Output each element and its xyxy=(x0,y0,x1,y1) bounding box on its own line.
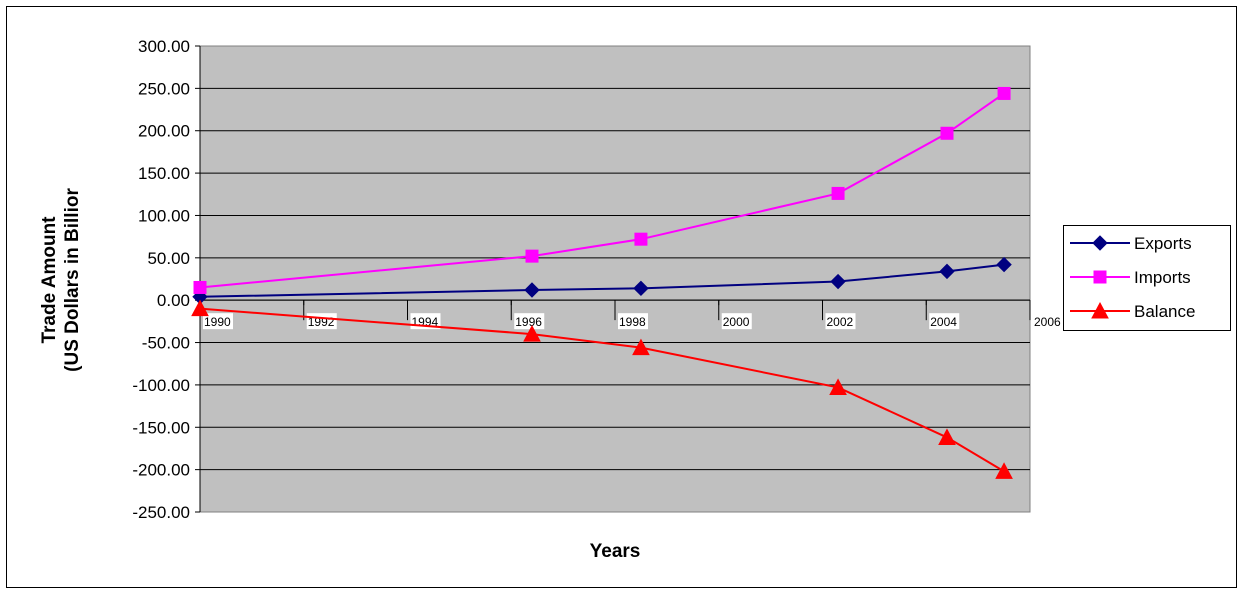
data-point xyxy=(939,263,955,280)
data-point xyxy=(523,325,541,342)
legend-item-exports: Exports xyxy=(1070,234,1192,253)
data-point xyxy=(940,126,954,140)
y-tick-label: -200.00 xyxy=(132,461,190,480)
x-tick-label: 2000 xyxy=(723,315,750,329)
series-layer xyxy=(191,86,1013,479)
x-tick-label-bg xyxy=(929,313,960,330)
square-icon xyxy=(1093,270,1107,284)
data-point xyxy=(830,273,846,290)
data-point xyxy=(938,428,956,445)
x-tick-label-bg xyxy=(514,313,545,330)
x-tick-label-bg xyxy=(825,313,856,330)
x-tick-label: 1990 xyxy=(204,315,231,329)
data-point xyxy=(633,280,649,297)
legend: Exports Imports Balance xyxy=(1063,225,1231,331)
legend-item-balance: Balance xyxy=(1070,301,1195,321)
data-point xyxy=(831,186,845,200)
legend-label: Imports xyxy=(1134,268,1191,287)
y-tick-label: 50.00 xyxy=(147,249,190,268)
y-tick-label: 150.00 xyxy=(138,164,190,183)
x-tick-label-bg xyxy=(721,313,752,330)
data-point xyxy=(191,299,209,317)
data-point xyxy=(525,249,539,263)
x-tick-label: 2004 xyxy=(930,315,957,329)
series-line xyxy=(199,92,1005,289)
y-tick-label: -150.00 xyxy=(132,418,190,437)
diamond-icon xyxy=(1092,235,1108,251)
data-point xyxy=(632,338,650,356)
x-axis-title: Years xyxy=(590,541,641,562)
y-axis-title-line1: Trade Amount xyxy=(39,216,60,344)
legend-item-imports: Imports xyxy=(1070,268,1191,287)
x-tick-label: 1996 xyxy=(515,315,542,329)
y-axis-ticks: 300.00 250.00 200.00 150.00 100.00 50.00 0.00 -… xyxy=(132,37,201,522)
series-line xyxy=(199,307,1005,473)
y-tick-label: 200.00 xyxy=(138,122,190,141)
y-tick-label: -50.00 xyxy=(142,334,190,353)
data-point xyxy=(524,282,540,298)
data-point xyxy=(829,378,847,395)
data-point xyxy=(995,462,1013,479)
y-axis-title-line2: (US Dollars in Billior xyxy=(62,188,83,372)
y-tick-label: 100.00 xyxy=(138,206,190,225)
legend-label: Balance xyxy=(1134,302,1195,321)
legend-label: Exports xyxy=(1134,234,1192,253)
plot-area xyxy=(199,45,1031,513)
y-tick-label: 250.00 xyxy=(138,79,190,98)
data-point xyxy=(997,86,1011,100)
x-tick-label-bg xyxy=(203,313,233,330)
data-point xyxy=(193,280,207,294)
x-tick-label-bg xyxy=(1033,313,1063,330)
series-balance xyxy=(191,299,1013,479)
y-tick-label: 0.00 xyxy=(157,291,190,310)
data-point xyxy=(996,256,1012,273)
x-tick-label: 2006 xyxy=(1034,315,1061,329)
series-imports xyxy=(193,86,1011,294)
x-tick-label: 2002 xyxy=(827,315,854,329)
x-tick-label: 1998 xyxy=(619,315,646,329)
data-point xyxy=(634,232,648,246)
series-line xyxy=(199,263,1005,298)
y-tick-label: -100.00 xyxy=(132,376,190,395)
x-tick-label-bg xyxy=(618,313,648,330)
y-tick-label: 300.00 xyxy=(138,37,190,56)
y-tick-label: -250.00 xyxy=(132,503,190,522)
triangle-icon xyxy=(1091,301,1109,319)
